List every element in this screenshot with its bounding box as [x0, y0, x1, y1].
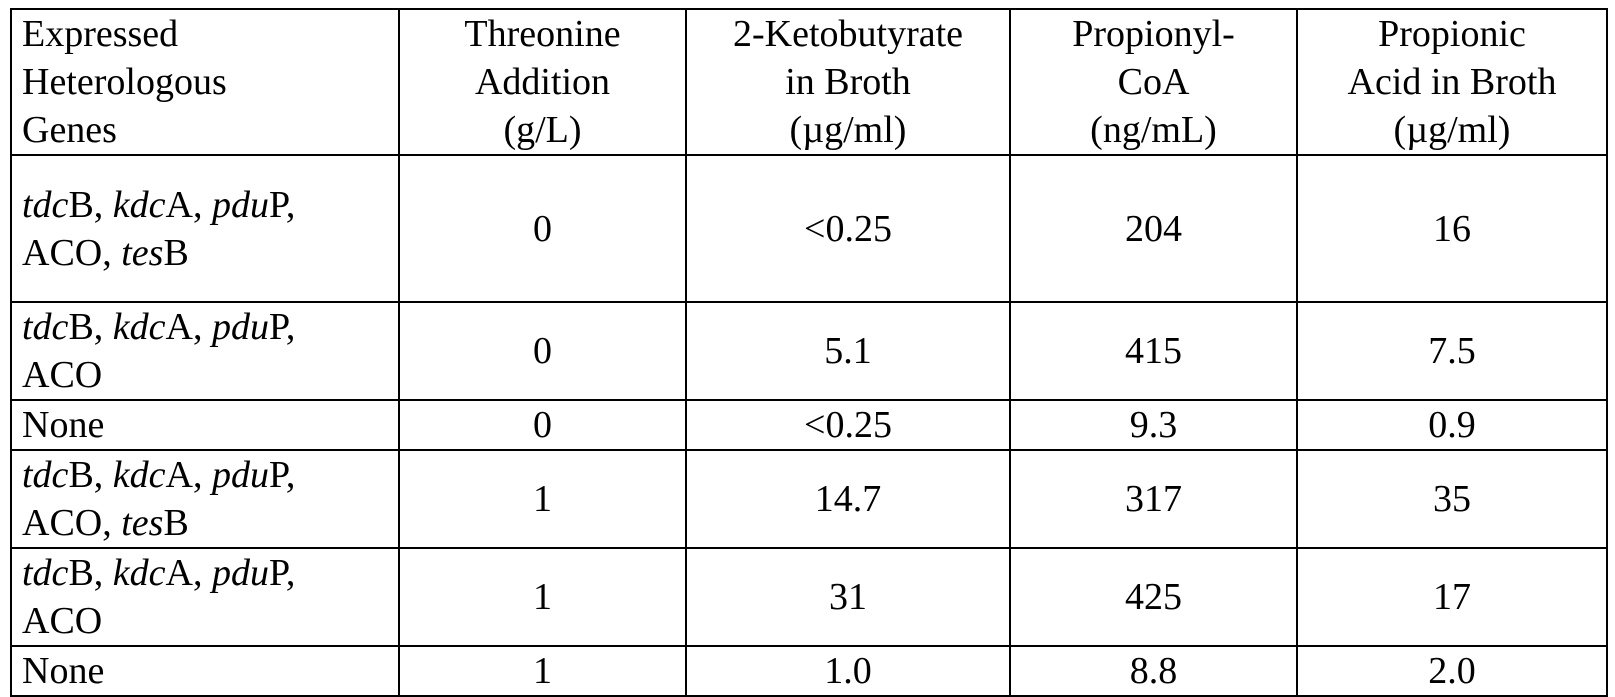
- genes-line: tdcB, kdcA, pduP,: [22, 181, 388, 229]
- cell-propionyl-coa: 8.8: [1010, 646, 1297, 696]
- header-line: Propionyl-: [1021, 10, 1286, 58]
- cell-threonine: 0: [399, 155, 686, 302]
- header-ketobutyrate: 2-Ketobutyrate in Broth (µg/ml): [686, 9, 1010, 155]
- gene-name: tdc: [22, 552, 68, 594]
- cell-propionyl-coa: 317: [1010, 450, 1297, 548]
- cell-ketobutyrate: <0.25: [686, 400, 1010, 450]
- genes-line: tdcB, kdcA, pduP,: [22, 549, 388, 597]
- header-line: Heterologous: [22, 58, 388, 106]
- gene-prefix: ACO,: [22, 232, 121, 274]
- gene-name: pdu: [212, 552, 269, 594]
- header-line: (g/L): [410, 106, 675, 154]
- cell-genes: tdcB, kdcA, pduP, ACO: [11, 302, 399, 400]
- header-line: Expressed: [22, 10, 388, 58]
- gene-suffix: P,: [269, 306, 295, 348]
- gene-prefix: ACO,: [22, 502, 121, 544]
- header-threonine-addition: Threonine Addition (g/L): [399, 9, 686, 155]
- table-header: Expressed Heterologous Genes Threonine A…: [11, 9, 1607, 155]
- gene-suffix: A,: [166, 306, 212, 348]
- cell-propionyl-coa: 415: [1010, 302, 1297, 400]
- gene-suffix: A,: [166, 552, 212, 594]
- table-row: tdcB, kdcA, pduP, ACO, tesB 0 <0.25 204 …: [11, 155, 1607, 302]
- cell-ketobutyrate: 14.7: [686, 450, 1010, 548]
- gene-name: tdc: [22, 306, 68, 348]
- table-row: tdcB, kdcA, pduP, ACO 0 5.1 415 7.5: [11, 302, 1607, 400]
- genes-line: ACO, tesB: [22, 229, 388, 277]
- header-line: (µg/ml): [1308, 106, 1596, 154]
- gene-suffix: A,: [166, 454, 212, 496]
- cell-genes: tdcB, kdcA, pduP, ACO, tesB: [11, 450, 399, 548]
- gene-name: tes: [121, 232, 163, 274]
- cell-propionyl-coa: 9.3: [1010, 400, 1297, 450]
- table-row: None 1 1.0 8.8 2.0: [11, 646, 1607, 696]
- gene-suffix: B: [163, 502, 188, 544]
- cell-propionic-acid: 16: [1297, 155, 1607, 302]
- gene-name: kdc: [113, 552, 166, 594]
- genes-line: ACO: [22, 351, 388, 399]
- cell-propionic-acid: 0.9: [1297, 400, 1607, 450]
- gene-name: kdc: [113, 454, 166, 496]
- cell-genes: tdcB, kdcA, pduP, ACO, tesB: [11, 155, 399, 302]
- gene-name: tes: [121, 502, 163, 544]
- gene-name: tdc: [22, 454, 68, 496]
- header-propionic-acid: Propionic Acid in Broth (µg/ml): [1297, 9, 1607, 155]
- gene-suffix: B,: [68, 184, 112, 226]
- cell-propionic-acid: 2.0: [1297, 646, 1607, 696]
- gene-suffix: B: [163, 232, 188, 274]
- cell-ketobutyrate: 1.0: [686, 646, 1010, 696]
- cell-threonine: 0: [399, 302, 686, 400]
- gene-name: pdu: [212, 454, 269, 496]
- table-row: None 0 <0.25 9.3 0.9: [11, 400, 1607, 450]
- genes-line: tdcB, kdcA, pduP,: [22, 451, 388, 499]
- gene-suffix: B,: [68, 454, 112, 496]
- header-row: Expressed Heterologous Genes Threonine A…: [11, 9, 1607, 155]
- cell-genes: None: [11, 400, 399, 450]
- gene-name: tdc: [22, 184, 68, 226]
- header-line: Threonine: [410, 10, 675, 58]
- cell-threonine: 1: [399, 646, 686, 696]
- cell-threonine: 1: [399, 548, 686, 646]
- header-propionyl-coa: Propionyl- CoA (ng/mL): [1010, 9, 1297, 155]
- genes-line: ACO: [22, 597, 388, 645]
- header-line: (ng/mL): [1021, 106, 1286, 154]
- gene-name: pdu: [212, 306, 269, 348]
- cell-propionic-acid: 35: [1297, 450, 1607, 548]
- gene-suffix: P,: [269, 552, 295, 594]
- header-line: CoA: [1021, 58, 1286, 106]
- header-line: Propionic: [1308, 10, 1596, 58]
- gene-suffix: B,: [68, 552, 112, 594]
- header-line: in Broth: [697, 58, 999, 106]
- genes-line: tdcB, kdcA, pduP,: [22, 303, 388, 351]
- cell-propionic-acid: 17: [1297, 548, 1607, 646]
- gene-name: pdu: [212, 184, 269, 226]
- cell-ketobutyrate: 31: [686, 548, 1010, 646]
- gene-name: kdc: [113, 306, 166, 348]
- table-body: tdcB, kdcA, pduP, ACO, tesB 0 <0.25 204 …: [11, 155, 1607, 696]
- gene-suffix: P,: [269, 454, 295, 496]
- genes-line: ACO, tesB: [22, 499, 388, 547]
- header-line: Acid in Broth: [1308, 58, 1596, 106]
- header-expressed-genes: Expressed Heterologous Genes: [11, 9, 399, 155]
- table-row: tdcB, kdcA, pduP, ACO, tesB 1 14.7 317 3…: [11, 450, 1607, 548]
- cell-threonine: 0: [399, 400, 686, 450]
- cell-propionyl-coa: 204: [1010, 155, 1297, 302]
- gene-name: kdc: [113, 184, 166, 226]
- cell-ketobutyrate: 5.1: [686, 302, 1010, 400]
- cell-genes: tdcB, kdcA, pduP, ACO: [11, 548, 399, 646]
- cell-propionic-acid: 7.5: [1297, 302, 1607, 400]
- gene-suffix: P,: [269, 184, 295, 226]
- cell-ketobutyrate: <0.25: [686, 155, 1010, 302]
- gene-suffix: B,: [68, 306, 112, 348]
- gene-suffix: A,: [166, 184, 212, 226]
- header-line: (µg/ml): [697, 106, 999, 154]
- table-row: tdcB, kdcA, pduP, ACO 1 31 425 17: [11, 548, 1607, 646]
- cell-genes: None: [11, 646, 399, 696]
- header-line: Genes: [22, 106, 388, 154]
- header-line: 2-Ketobutyrate: [697, 10, 999, 58]
- header-line: Addition: [410, 58, 675, 106]
- cell-threonine: 1: [399, 450, 686, 548]
- cell-propionyl-coa: 425: [1010, 548, 1297, 646]
- data-table: Expressed Heterologous Genes Threonine A…: [10, 8, 1608, 697]
